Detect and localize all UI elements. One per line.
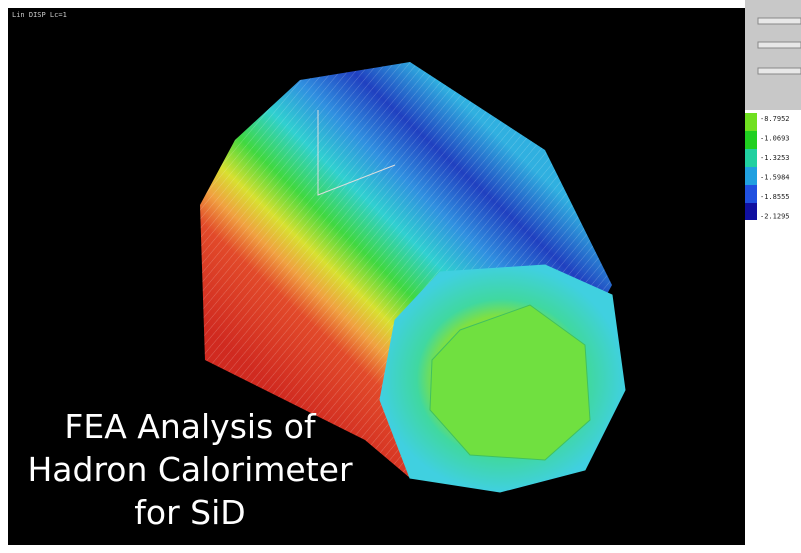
dialog-panel <box>745 0 801 110</box>
legend-label: -1.8555 <box>760 193 790 201</box>
viewport-label: Lin DISP Lc=1 <box>12 11 67 19</box>
caption-line: for SiD <box>134 493 245 532</box>
dialog-field <box>758 68 801 74</box>
legend-bar <box>745 113 757 220</box>
dialog-field <box>758 18 801 24</box>
dialog-field <box>758 42 801 48</box>
screen: Lin DISP Lc=1 -8.7952 -1.0693 -1.3253 -1.59… <box>0 0 801 553</box>
legend-label: -8.7952 <box>760 115 790 123</box>
legend-label: -2.1295 <box>760 213 790 221</box>
caption-line: Hadron Calorimeter <box>27 450 352 489</box>
caption-line: FEA Analysis of <box>64 407 317 446</box>
legend-label: -1.3253 <box>760 154 790 162</box>
legend-label: -1.5984 <box>760 174 790 182</box>
legend-label: -1.0693 <box>760 135 790 143</box>
